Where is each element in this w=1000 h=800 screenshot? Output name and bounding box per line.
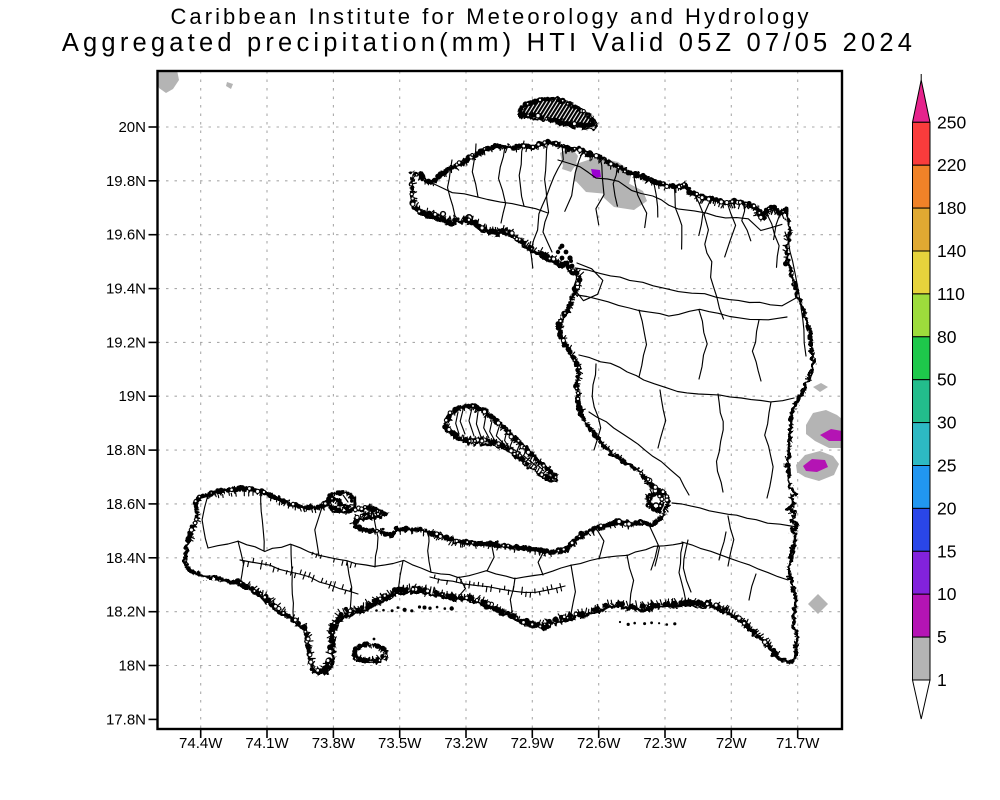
svg-text:Aggregated precipitation(mm) H: Aggregated precipitation(mm) HTI Valid 0… [62, 29, 916, 57]
svg-text:5: 5 [937, 627, 947, 647]
svg-text:73.2W: 73.2W [444, 735, 488, 752]
svg-text:19.8N: 19.8N [106, 173, 146, 190]
svg-text:19.4N: 19.4N [106, 281, 146, 298]
svg-text:Caribbean Institute for Meteor: Caribbean Institute for Meteorology and … [170, 4, 811, 29]
svg-text:73.5W: 73.5W [378, 735, 422, 752]
svg-text:18N: 18N [118, 658, 146, 675]
svg-text:74.1W: 74.1W [245, 735, 289, 752]
svg-text:50: 50 [937, 370, 957, 390]
svg-text:20: 20 [937, 498, 957, 518]
svg-text:73.8W: 73.8W [312, 735, 356, 752]
svg-text:19.2N: 19.2N [106, 334, 146, 351]
svg-text:18.4N: 18.4N [106, 550, 146, 567]
svg-text:19N: 19N [118, 388, 146, 405]
svg-text:15: 15 [937, 541, 956, 561]
svg-text:180: 180 [937, 198, 966, 218]
svg-text:72W: 72W [716, 735, 748, 752]
svg-text:18.8N: 18.8N [106, 442, 146, 459]
svg-text:17.8N: 17.8N [106, 711, 146, 728]
svg-text:74.4W: 74.4W [179, 735, 223, 752]
svg-text:1: 1 [937, 670, 947, 690]
svg-text:20N: 20N [118, 119, 146, 136]
svg-text:220: 220 [937, 155, 966, 175]
svg-text:110: 110 [937, 284, 965, 304]
svg-text:18.6N: 18.6N [106, 496, 146, 513]
svg-text:250: 250 [937, 112, 966, 132]
svg-text:80: 80 [937, 327, 957, 347]
svg-text:72.9W: 72.9W [511, 735, 555, 752]
svg-text:30: 30 [937, 413, 957, 433]
svg-text:72.6W: 72.6W [577, 735, 621, 752]
svg-text:140: 140 [937, 241, 966, 261]
svg-text:72.3W: 72.3W [643, 735, 687, 752]
svg-text:10: 10 [937, 584, 957, 604]
svg-text:19.6N: 19.6N [106, 227, 146, 244]
svg-text:25: 25 [937, 456, 956, 476]
svg-text:18.2N: 18.2N [106, 604, 146, 621]
svg-text:71.7W: 71.7W [776, 735, 820, 752]
